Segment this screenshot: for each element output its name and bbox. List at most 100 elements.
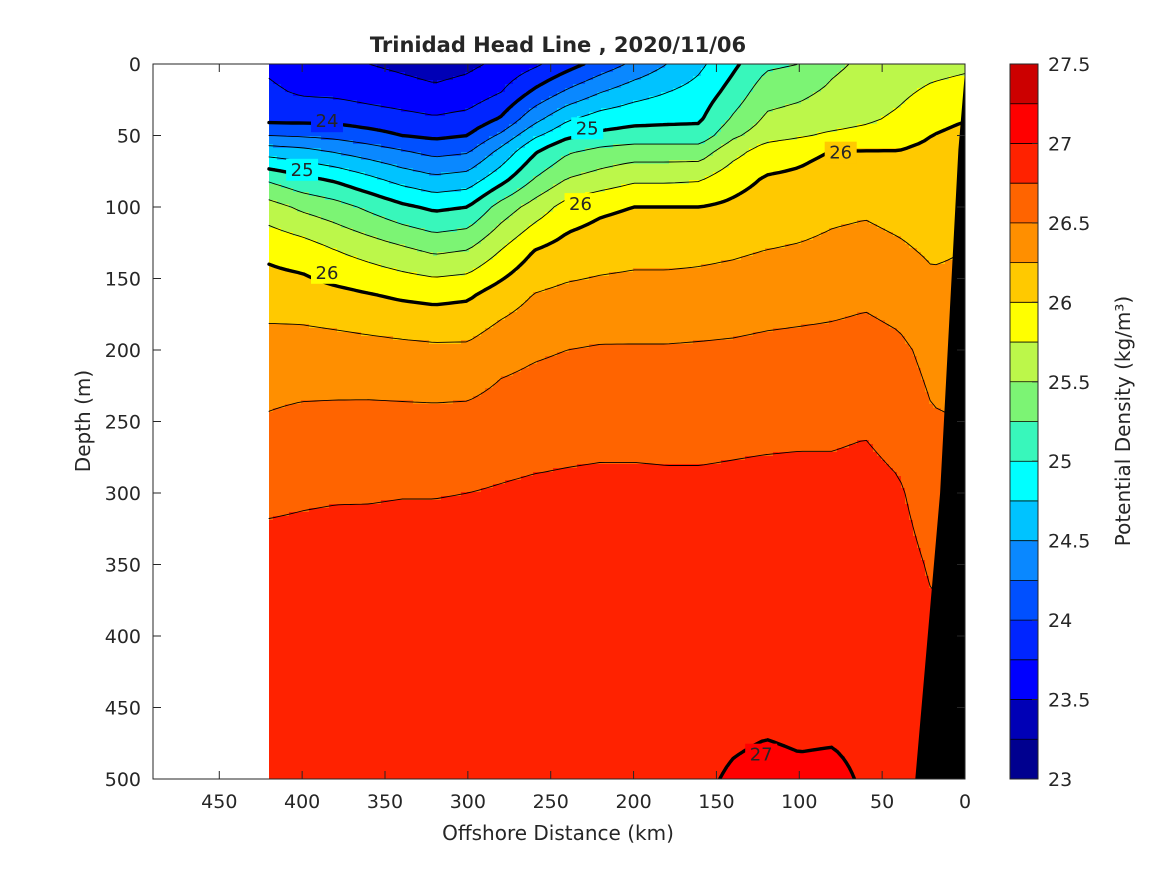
density-cell — [309, 352, 314, 357]
density-cell — [273, 148, 278, 153]
density-cell — [297, 436, 302, 441]
density-cell — [309, 392, 314, 397]
density-cell — [281, 564, 286, 569]
density-cell — [349, 92, 354, 97]
density-cell — [337, 560, 342, 565]
density-cell — [345, 536, 350, 541]
density-cell — [313, 84, 318, 89]
density-cell — [369, 648, 374, 653]
density-cell — [289, 472, 294, 477]
density-cell — [277, 572, 282, 577]
density-cell — [369, 472, 374, 477]
density-cell — [377, 188, 382, 193]
density-cell — [341, 524, 346, 529]
density-cell — [357, 604, 362, 609]
density-cell — [325, 528, 330, 533]
density-cell — [301, 668, 306, 673]
density-cell — [341, 148, 346, 153]
density-cell — [301, 188, 306, 193]
density-cell — [361, 432, 366, 437]
density-cell — [333, 92, 338, 97]
density-cell — [313, 68, 318, 73]
density-cell — [349, 212, 354, 217]
density-cell — [377, 652, 382, 657]
density-cell — [365, 448, 370, 453]
density-cell — [281, 716, 286, 721]
density-cell — [281, 548, 286, 553]
density-cell — [325, 188, 330, 193]
density-cell — [273, 104, 278, 109]
density-cell — [325, 212, 330, 217]
density-cell — [365, 96, 370, 101]
density-cell — [365, 436, 370, 441]
density-cell — [313, 740, 318, 745]
density-cell — [309, 772, 314, 777]
density-cell — [333, 296, 338, 301]
density-cell — [329, 500, 334, 505]
density-cell — [293, 196, 298, 201]
density-cell — [309, 744, 314, 749]
density-cell — [329, 104, 334, 109]
density-cell — [313, 64, 318, 69]
density-cell — [341, 532, 346, 537]
density-cell — [277, 664, 282, 669]
density-cell — [337, 544, 342, 549]
density-cell — [313, 632, 318, 637]
density-cell — [329, 464, 334, 469]
density-cell — [281, 376, 286, 381]
density-cell — [333, 460, 338, 465]
density-cell — [269, 480, 274, 485]
density-cell — [301, 592, 306, 597]
density-cell — [297, 360, 302, 365]
density-cell — [345, 392, 350, 397]
density-cell — [285, 548, 290, 553]
density-cell — [305, 152, 310, 157]
density-cell — [333, 344, 338, 349]
density-cell — [309, 328, 314, 333]
density-cell — [369, 740, 374, 745]
density-cell — [365, 756, 370, 761]
density-cell — [329, 288, 334, 293]
density-cell — [365, 492, 370, 497]
density-cell — [305, 392, 310, 397]
density-cell — [313, 320, 318, 325]
density-cell — [281, 692, 286, 697]
density-cell — [285, 732, 290, 737]
density-cell — [277, 372, 282, 377]
density-cell — [345, 736, 350, 741]
density-cell — [373, 720, 378, 725]
density-cell — [309, 284, 314, 289]
density-cell — [353, 452, 358, 457]
density-cell — [301, 312, 306, 317]
density-cell — [269, 276, 274, 281]
density-cell — [365, 480, 370, 485]
density-cell — [313, 760, 318, 765]
density-cell — [369, 184, 374, 189]
density-cell — [361, 284, 366, 289]
density-cell — [325, 616, 330, 621]
density-cell — [373, 112, 378, 117]
density-cell — [285, 384, 290, 389]
density-cell — [377, 324, 382, 329]
density-cell — [357, 492, 362, 497]
density-cell — [285, 500, 290, 505]
density-cell — [329, 620, 334, 625]
density-cell — [373, 648, 378, 653]
density-cell — [305, 512, 310, 517]
density-cell — [289, 456, 294, 461]
density-cell — [373, 376, 378, 381]
density-cell — [361, 544, 366, 549]
density-cell — [373, 756, 378, 761]
density-cell — [369, 200, 374, 205]
density-cell — [301, 100, 306, 105]
density-cell — [349, 428, 354, 433]
density-cell — [357, 752, 362, 757]
density-cell — [337, 148, 342, 153]
density-cell — [377, 100, 382, 105]
density-cell — [321, 712, 326, 717]
density-cell — [365, 540, 370, 545]
density-cell — [349, 80, 354, 85]
density-cell — [329, 656, 334, 661]
density-cell — [281, 620, 286, 625]
density-cell — [349, 668, 354, 673]
